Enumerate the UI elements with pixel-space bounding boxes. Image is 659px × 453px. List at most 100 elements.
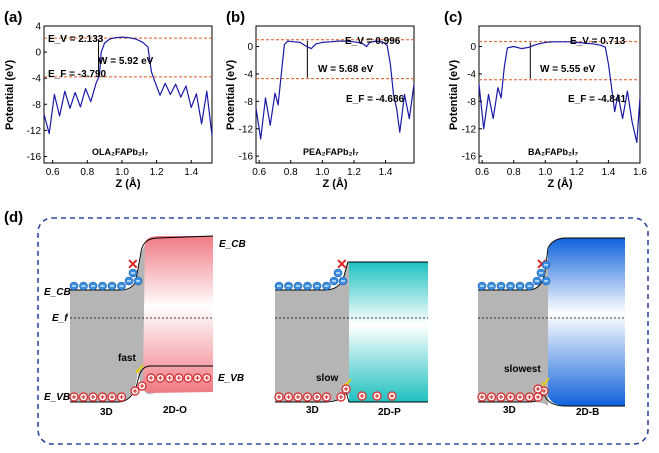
electron-icon — [515, 281, 525, 291]
panel-a-plot-frame — [43, 25, 213, 164]
pass-check-icon: ✓ — [342, 375, 354, 391]
y-tick-label: -8 — [467, 97, 476, 108]
band-3d-region-b — [478, 250, 548, 406]
electron-icon — [274, 281, 284, 291]
y-tick-label: -4 — [244, 69, 253, 80]
electron-icon — [133, 276, 143, 286]
holes-o-2d — [146, 373, 212, 383]
x-tick-label: 0.8 — [80, 167, 94, 178]
electron-icon — [293, 281, 303, 291]
label-3d-o: 3D — [100, 407, 113, 418]
electron-icon — [88, 281, 98, 291]
label-2d-o: 2D-O — [163, 405, 187, 416]
potential-line — [478, 41, 641, 143]
hole-icon — [477, 392, 487, 402]
x-tick-label: 1.0 — [115, 167, 129, 178]
electron-icon — [312, 281, 322, 291]
hole-icon — [312, 392, 322, 402]
label-3d-b: 3D — [503, 405, 516, 416]
x-tick-label: 1.2 — [347, 167, 361, 178]
electron-icon — [541, 260, 551, 270]
y-tick-label: -16 — [462, 152, 477, 163]
hole-icon — [88, 392, 98, 402]
blocked-cross-icon: ✕ — [127, 256, 139, 272]
panel-c-ylabel: Potential (eV) — [448, 60, 460, 131]
hole-icon — [116, 392, 127, 402]
y-tick-label: -12 — [239, 124, 254, 135]
pass-check-icon: ✓ — [134, 361, 146, 377]
y-tick-label: -12 — [27, 126, 42, 137]
y-tick-label: 0 — [35, 48, 41, 59]
band-diagram-2d-o: ✕ ✓ fast 3D 2D-O E_CB E_VB E_CB E_f E_VB — [44, 235, 246, 418]
panel-b-material: PEA₂FAPb₂I₇ — [303, 147, 359, 157]
band-diagram-2d-b: ✕ ✓ slowest 3D 2D-B — [477, 237, 625, 418]
electron-icon — [98, 281, 107, 291]
potential-line — [43, 36, 213, 136]
panel-d-frame — [37, 217, 649, 445]
label-2d-p: 2D-P — [378, 407, 401, 418]
ef-label: E_f — [52, 313, 69, 324]
panel-a-ev-label: E_V = 2.133 — [48, 34, 104, 45]
panel-c-ev-label: E_V = 0.713 — [570, 36, 626, 47]
panel-c-ticks: 0.6 0.8 1.0 1.2 1.4 1.6 0 -4 -8 -12 -16 — [462, 42, 648, 178]
ecb-label-right: E_CB — [219, 239, 246, 250]
electrons-p — [274, 281, 331, 291]
hole-icon — [524, 392, 535, 402]
electron-icon — [117, 281, 126, 291]
hole-icon — [202, 373, 212, 383]
panel-a-chart: (a) E_V = 2.133 E_F = -3.790 W = 5.92 eV… — [4, 9, 213, 190]
holes-o — [69, 392, 127, 402]
x-tick-label: 0.6 — [252, 167, 266, 178]
panel-b-plot-frame — [255, 25, 415, 164]
x-tick-label: 0.8 — [284, 167, 298, 178]
hole-icon — [387, 391, 397, 401]
hole-icon — [341, 384, 351, 394]
hole-icon — [107, 392, 117, 402]
electrons-b — [477, 281, 534, 291]
panel-c-series — [478, 41, 641, 143]
hole-icon — [146, 373, 156, 383]
electron-icon — [69, 281, 79, 291]
electron-icon — [303, 281, 312, 291]
electrons-o — [69, 281, 126, 291]
y-tick-label: -4 — [32, 74, 41, 85]
hole-icon — [174, 373, 184, 383]
ecb-label-left: E_CB — [44, 287, 71, 298]
hole-icon — [533, 392, 543, 402]
x-tick-label: 0.8 — [507, 167, 521, 178]
band-3d-region-p — [275, 262, 350, 402]
x-tick-label: 0.6 — [475, 167, 489, 178]
panel-b-ylabel: Potential (eV) — [225, 60, 237, 131]
panel-a-series — [43, 36, 213, 136]
x-tick-label: 1.4 — [184, 167, 198, 178]
electron-icon — [525, 281, 534, 291]
electron-icon — [338, 276, 348, 286]
hole-icon — [321, 392, 332, 402]
panel-b-ev-label: E_V = 0.996 — [345, 36, 401, 47]
transfer-speed-p: slow — [316, 373, 338, 384]
y-tick-label: 0 — [470, 42, 476, 53]
hole-icon — [336, 392, 346, 402]
x-tick-label: 1.4 — [601, 167, 615, 178]
y-tick-label: -4 — [467, 69, 476, 80]
cb-edge-b — [478, 237, 625, 291]
hole-icon — [372, 391, 382, 401]
electron-icon — [124, 276, 134, 286]
hole-icon — [183, 373, 193, 383]
label-2d-b: 2D-B — [576, 407, 599, 418]
electron-icon — [322, 281, 331, 291]
hole-icon — [293, 392, 303, 402]
transfer-speed-b: slowest — [504, 364, 541, 375]
hole-icon — [486, 392, 497, 402]
transfer-speed-o: fast — [118, 353, 136, 364]
y-tick-label: -12 — [462, 124, 477, 135]
hole-icon — [155, 373, 166, 383]
pass-check-icon: ✓ — [540, 374, 552, 390]
band-2d-region-o — [143, 236, 213, 393]
potential-line — [255, 40, 415, 140]
panel-c-material: BA₂FAPb₂I₇ — [528, 147, 578, 157]
x-tick-label: 1.0 — [538, 167, 552, 178]
x-tick-label: 1.4 — [379, 167, 393, 178]
panel-a-w-label: W = 5.92 eV — [98, 56, 154, 67]
x-tick-label: 1.0 — [315, 167, 329, 178]
